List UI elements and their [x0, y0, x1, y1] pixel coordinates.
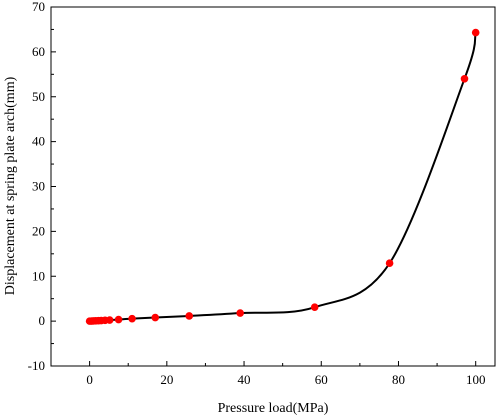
y-tick-label: 10 [32, 268, 45, 283]
axes: 0 20 40 60 80 100 -10 0 10 20 30 40 50 60 70 [28, 0, 486, 387]
y-tick-label: 40 [32, 134, 45, 149]
data-markers [85, 28, 480, 325]
y-tick-label: 0 [39, 313, 46, 328]
data-point [236, 309, 244, 317]
fit-curve [89, 32, 477, 323]
data-point [151, 313, 160, 322]
y-tick-label: 50 [32, 89, 45, 104]
y-axis-title: Displacement at spring plate arch(mm) [3, 76, 18, 295]
x-tick-label: 80 [392, 372, 405, 387]
y-tick-label: 30 [32, 179, 45, 194]
data-point [385, 259, 394, 268]
data-point [105, 316, 114, 324]
data-point [128, 314, 136, 323]
x-tick-label: 20 [160, 372, 173, 387]
data-point [471, 28, 480, 37]
data-point [460, 75, 469, 83]
x-tick-label: 40 [238, 372, 251, 387]
data-point [310, 303, 319, 312]
y-tick-label: 60 [32, 44, 45, 59]
data-point [114, 315, 123, 324]
x-axis-title: Pressure load(MPa) [218, 401, 329, 416]
data-point [185, 312, 194, 320]
y-tick-label: 70 [32, 0, 45, 14]
x-tick-label: 60 [315, 372, 328, 387]
y-tick-label: -10 [28, 358, 45, 373]
y-tick-label: 20 [32, 223, 45, 238]
x-tick-label: 0 [86, 372, 93, 387]
x-tick-label: 100 [466, 372, 486, 387]
